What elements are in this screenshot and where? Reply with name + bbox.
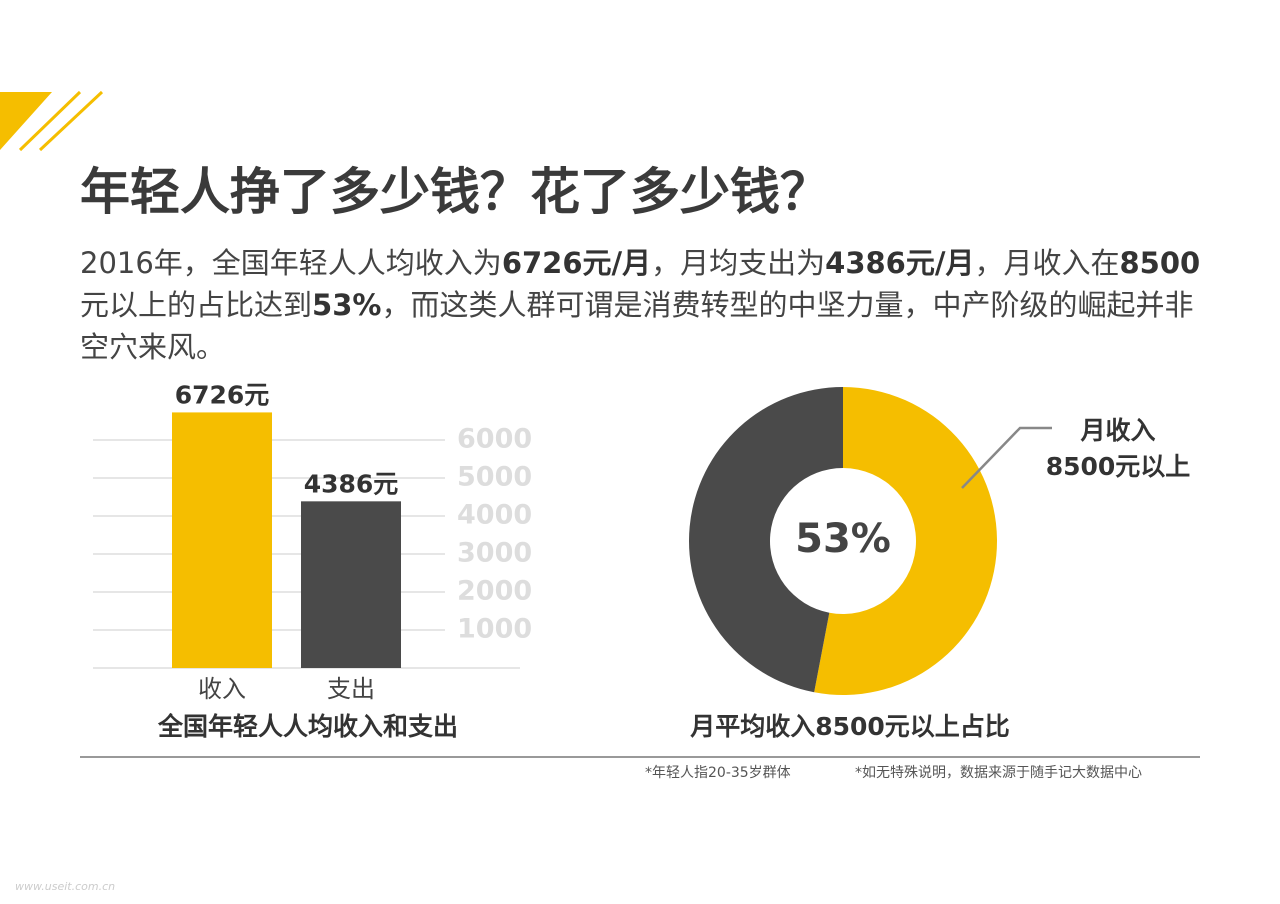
bar — [172, 412, 272, 668]
intro-text: 元以上的占比达到 — [80, 288, 313, 322]
y-tick-label: 6000 — [457, 424, 532, 455]
center-label: 53% — [795, 516, 891, 562]
annotation-line — [961, 426, 1052, 489]
intro: 2016年，全国年轻人人均收入为6726元/月，月均支出为4386元/月，月收入… — [80, 242, 1205, 368]
value-label: 6726元 — [175, 380, 270, 409]
y-tick-label: 2000 — [457, 576, 532, 607]
chart-title: 全国年轻人人均收入和支出 — [157, 712, 458, 741]
annotation: 8500元以上 — [1046, 452, 1191, 481]
intro-text: ，月收入在 — [974, 246, 1120, 280]
title: 年轻人挣了多少钱？花了多少钱？ — [80, 163, 830, 221]
y-tick-label: 1000 — [457, 614, 532, 645]
intro-bold: 53% — [312, 288, 382, 322]
intro-bold: 8500 — [1119, 246, 1201, 280]
footnote: *年轻人指20-35岁群体 — [645, 765, 791, 781]
y-tick-label: 3000 — [457, 538, 532, 569]
intro-text: ，月均支出为 — [651, 246, 826, 280]
intro-text: ，而这类人群可谓是消费转型的中坚力量，中产阶级的崛起并非空穴来风。 — [80, 288, 1194, 364]
intro-bold: 4386元/月 — [825, 246, 975, 280]
intro-bold: 6726元/月 — [501, 246, 652, 280]
donut-slice — [814, 387, 998, 695]
footnote: *如无特殊说明，数据来源于随手记大数据中心 — [855, 765, 1142, 781]
intro-text: 2016年，全国年轻人人均收入为 — [80, 246, 502, 280]
chart-title: 月平均收入8500元以上占比 — [689, 712, 1010, 741]
x-tick-label: 支出 — [327, 675, 375, 703]
watermark: www.useit.com.cn — [15, 880, 115, 893]
donut-slice — [689, 387, 843, 693]
value-label: 4386元 — [304, 469, 399, 498]
y-tick-label: 4000 — [457, 500, 532, 531]
bar — [301, 501, 401, 668]
deco-line — [38, 90, 104, 152]
y-tick-label: 5000 — [457, 462, 532, 493]
corner-deco — [0, 92, 52, 150]
x-tick-label: 收入 — [198, 675, 246, 703]
annotation: 月收入 — [1079, 416, 1155, 445]
deco-line — [18, 90, 82, 152]
